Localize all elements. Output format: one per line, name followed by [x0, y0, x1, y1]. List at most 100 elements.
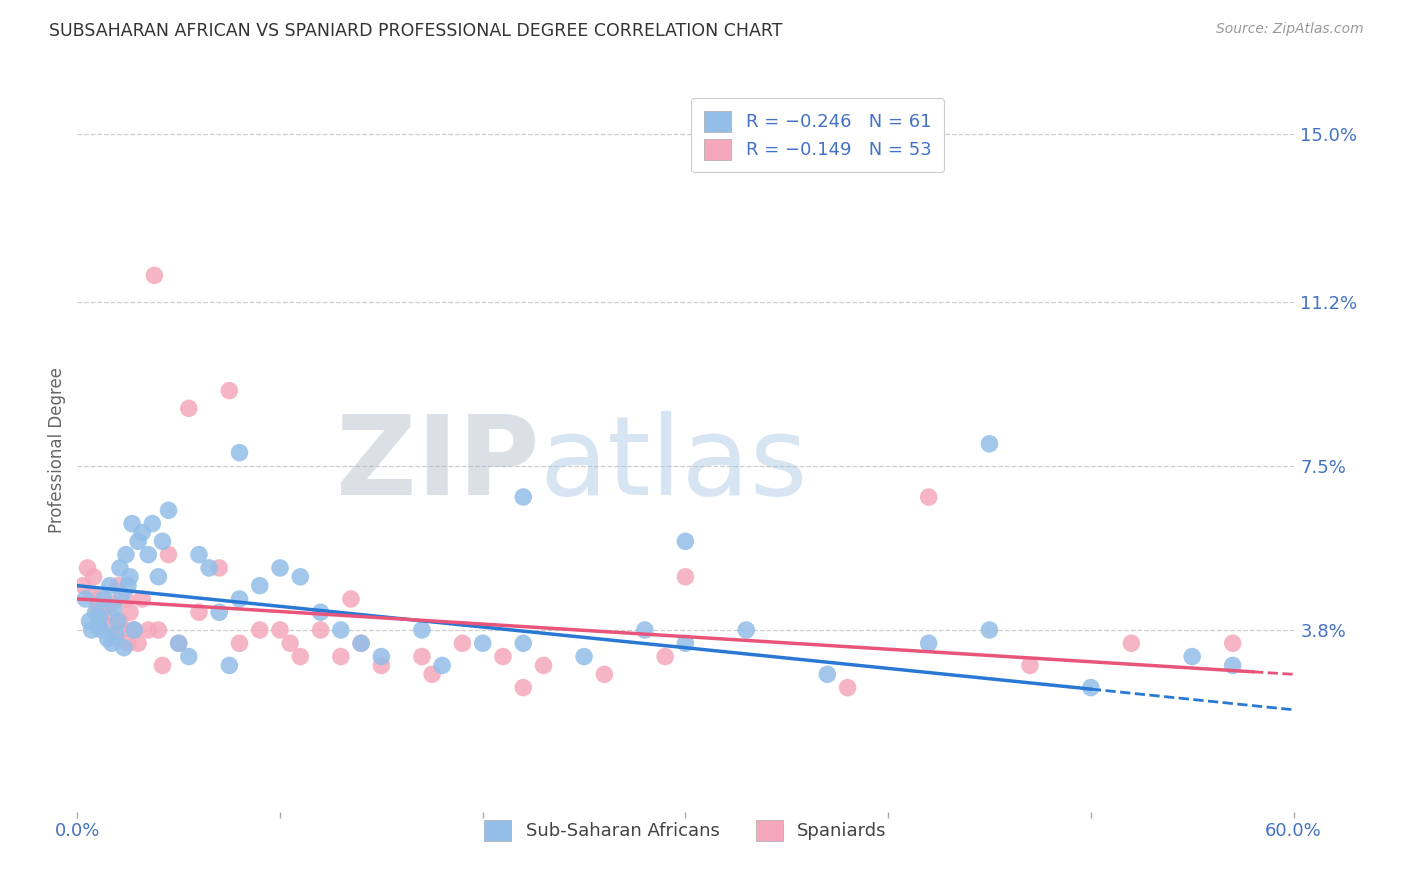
Point	[143, 268, 166, 283]
Point	[115, 591, 138, 606]
Point	[127, 534, 149, 549]
Point	[979, 437, 1001, 451]
Point	[249, 623, 271, 637]
Point	[228, 445, 250, 459]
Point	[80, 588, 103, 602]
Point	[350, 636, 373, 650]
Point	[208, 605, 231, 619]
Point	[177, 401, 200, 416]
Point	[118, 570, 141, 584]
Point	[122, 623, 145, 637]
Point	[108, 614, 131, 628]
Point	[411, 649, 433, 664]
Point	[512, 490, 534, 504]
Point	[72, 579, 94, 593]
Point	[228, 636, 250, 650]
Point	[329, 649, 352, 664]
Point	[148, 570, 170, 584]
Point	[86, 600, 108, 615]
Point	[80, 623, 103, 637]
Point	[471, 636, 494, 650]
Point	[93, 609, 115, 624]
Point	[148, 623, 170, 637]
Point	[101, 596, 124, 610]
Point	[634, 623, 657, 637]
Point	[918, 636, 941, 650]
Point	[208, 561, 231, 575]
Point	[89, 609, 111, 624]
Point	[79, 614, 101, 628]
Point	[309, 605, 332, 619]
Point	[218, 658, 240, 673]
Point	[269, 561, 291, 575]
Point	[654, 649, 676, 664]
Point	[1222, 636, 1244, 650]
Point	[188, 605, 211, 619]
Point	[572, 649, 595, 664]
Point	[411, 623, 433, 637]
Text: ZIP: ZIP	[336, 411, 540, 518]
Point	[675, 570, 697, 584]
Point	[370, 649, 392, 664]
Point	[1121, 636, 1143, 650]
Point	[122, 623, 145, 637]
Point	[118, 605, 141, 619]
Point	[83, 570, 105, 584]
Text: atlas: atlas	[540, 411, 808, 518]
Point	[117, 636, 139, 650]
Point	[675, 636, 697, 650]
Point	[97, 618, 120, 632]
Text: Source: ZipAtlas.com: Source: ZipAtlas.com	[1216, 22, 1364, 37]
Point	[593, 667, 616, 681]
Point	[136, 623, 159, 637]
Point	[290, 649, 312, 664]
Point	[93, 591, 115, 606]
Point	[167, 636, 190, 650]
Point	[1222, 658, 1244, 673]
Point	[152, 534, 174, 549]
Point	[735, 623, 758, 637]
Point	[512, 636, 534, 650]
Point	[918, 490, 941, 504]
Point	[157, 503, 180, 517]
Point	[979, 623, 1001, 637]
Point	[89, 591, 111, 606]
Point	[90, 623, 112, 637]
Point	[420, 667, 443, 681]
Point	[127, 636, 149, 650]
Point	[533, 658, 555, 673]
Point	[837, 681, 859, 695]
Y-axis label: Professional Degree: Professional Degree	[48, 368, 66, 533]
Point	[75, 591, 97, 606]
Point	[104, 627, 127, 641]
Point	[115, 548, 138, 562]
Point	[1181, 649, 1204, 664]
Point	[1080, 681, 1102, 695]
Point	[112, 640, 135, 655]
Point	[111, 623, 134, 637]
Point	[370, 658, 392, 673]
Point	[103, 600, 125, 615]
Point	[228, 591, 250, 606]
Point	[290, 570, 312, 584]
Point	[121, 516, 143, 531]
Point	[350, 636, 373, 650]
Point	[152, 658, 174, 673]
Point	[1019, 658, 1042, 673]
Point	[329, 623, 352, 637]
Point	[269, 623, 291, 637]
Point	[97, 632, 120, 646]
Point	[451, 636, 474, 650]
Point	[107, 614, 129, 628]
Point	[107, 579, 129, 593]
Point	[309, 623, 332, 637]
Point	[104, 632, 127, 646]
Point	[177, 649, 200, 664]
Point	[141, 516, 163, 531]
Point	[86, 618, 108, 632]
Point	[278, 636, 301, 650]
Point	[430, 658, 453, 673]
Point	[76, 561, 98, 575]
Point	[136, 548, 159, 562]
Text: SUBSAHARAN AFRICAN VS SPANIARD PROFESSIONAL DEGREE CORRELATION CHART: SUBSAHARAN AFRICAN VS SPANIARD PROFESSIO…	[49, 22, 783, 40]
